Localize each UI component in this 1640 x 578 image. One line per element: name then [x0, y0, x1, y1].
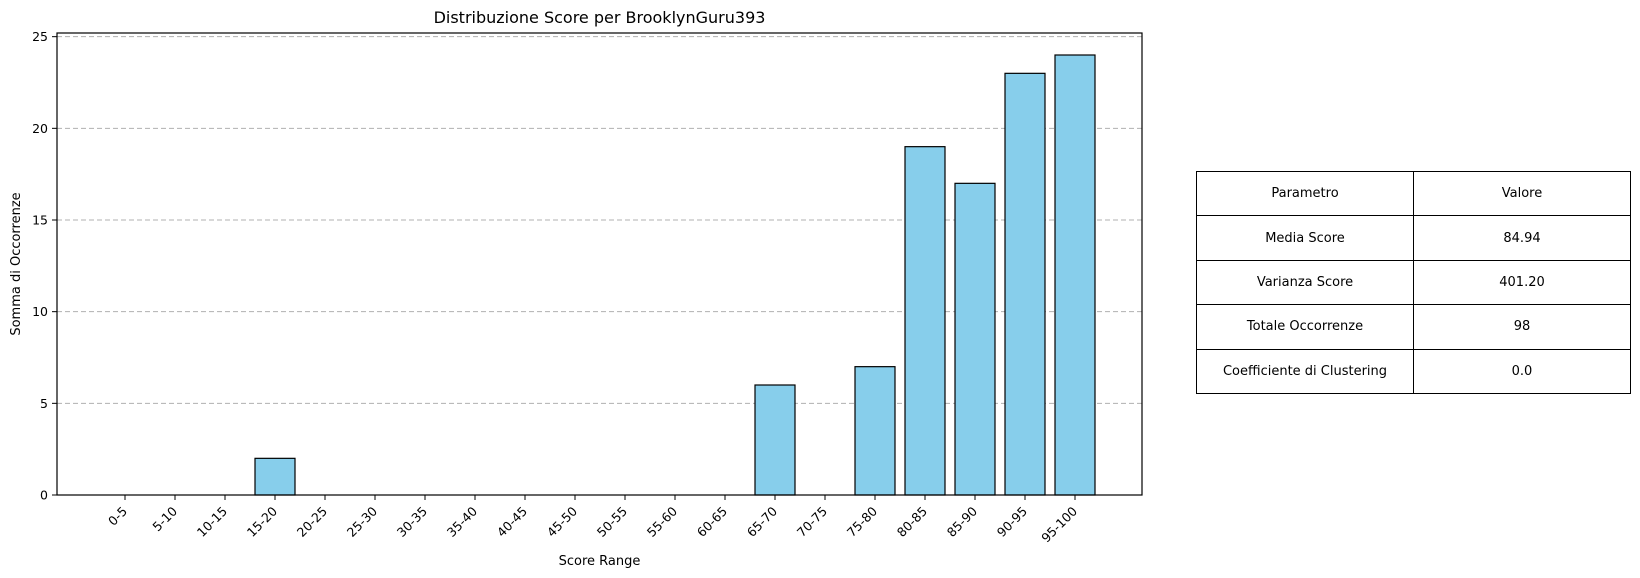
y-tick-label: 15 [32, 213, 48, 228]
parameter-cell: Totale Occorrenze [1197, 305, 1414, 349]
x-tick-label: 10-15 [194, 504, 230, 540]
value-cell: 84.94 [1414, 216, 1631, 260]
x-tick-label: 20-25 [294, 504, 330, 540]
bar-15-20 [255, 458, 295, 495]
y-axis-ticks: 0 5 10 15 20 25 [32, 29, 57, 502]
x-axis-ticks: 0-5 5-10 10-15 15-20 20-25 25-30 30-35 35-40 40-… [105, 495, 1080, 545]
value-cell: 0.0 [1414, 349, 1631, 393]
bar-65-70 [755, 385, 795, 495]
x-tick-label: 15-20 [244, 503, 280, 539]
table-row: Varianza Score 401.20 [1197, 260, 1631, 304]
x-tick-label: 5-10 [149, 503, 180, 534]
x-tick-label: 90-95 [994, 504, 1030, 540]
bars [255, 55, 1095, 495]
y-axis-label: Somma di Occorrenze [9, 192, 24, 335]
table-row: Totale Occorrenze 98 [1197, 305, 1631, 349]
x-tick-label: 95-100 [1038, 503, 1080, 545]
x-tick-label: 50-55 [594, 504, 630, 540]
y-tick-label: 10 [32, 304, 48, 319]
x-tick-label: 0-5 [105, 504, 130, 529]
x-tick-label: 80-85 [894, 504, 930, 540]
parameter-cell: Media Score [1197, 216, 1414, 260]
x-tick-label: 85-90 [944, 503, 980, 539]
x-tick-label: 30-35 [394, 504, 430, 540]
value-cell: 98 [1414, 305, 1631, 349]
bar-95-100 [1055, 55, 1095, 495]
bar-85-90 [955, 183, 995, 495]
table-row: Media Score 84.94 [1197, 216, 1631, 260]
table-row: Coefficiente di Clustering 0.0 [1197, 349, 1631, 393]
x-tick-label: 60-65 [694, 504, 730, 540]
bar-chart: 0 5 10 15 20 25 0-5 5-10 10-15 15-20 20-25 25-30 30… [0, 0, 1150, 578]
x-tick-label: 65-70 [744, 503, 780, 539]
stats-table: Parametro Valore Media Score 84.94 Varianza … [1196, 171, 1631, 394]
parameter-cell: Coefficiente di Clustering [1197, 349, 1414, 393]
x-tick-label: 55-60 [644, 503, 680, 539]
y-tick-label: 0 [40, 488, 48, 503]
chart-title: Distribuzione Score per BrooklynGuru393 [434, 8, 766, 27]
x-tick-label: 25-30 [344, 503, 380, 539]
table-header-cell: Valore [1414, 172, 1631, 216]
x-axis-label: Score Range [559, 554, 641, 569]
bar-80-85 [905, 147, 945, 495]
x-tick-label: 45-50 [544, 503, 580, 539]
bar-75-80 [855, 367, 895, 495]
value-cell: 401.20 [1414, 260, 1631, 304]
x-tick-label: 40-45 [494, 504, 530, 540]
x-tick-label: 70-75 [794, 504, 830, 540]
parameter-cell: Varianza Score [1197, 260, 1414, 304]
table-header-row: Parametro Valore [1197, 172, 1631, 216]
bar-90-95 [1005, 73, 1045, 495]
x-tick-label: 35-40 [444, 503, 480, 539]
table-header-cell: Parametro [1197, 172, 1414, 216]
x-tick-label: 75-80 [844, 503, 880, 539]
y-tick-label: 5 [40, 396, 48, 411]
y-tick-label: 25 [32, 29, 48, 44]
y-tick-label: 20 [32, 121, 48, 136]
